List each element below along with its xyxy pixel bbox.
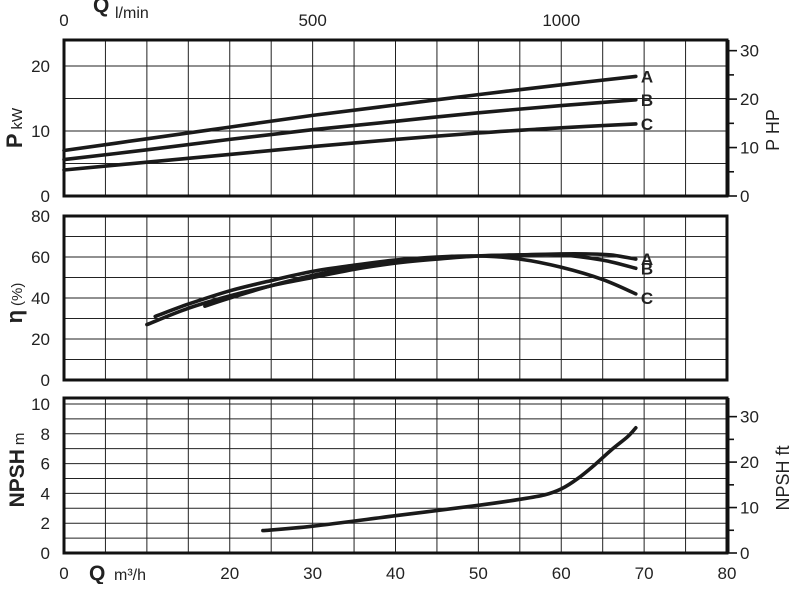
y-tick-label: 80: [31, 207, 50, 226]
y-tick-label: 10: [31, 122, 50, 141]
top-tick-label: 0: [59, 11, 68, 30]
curve-label: B: [641, 259, 653, 278]
curve-efficiency-b: [145, 252, 638, 327]
x-tick-label: 80: [718, 564, 737, 583]
y-tick-label: 40: [31, 289, 50, 308]
right-tick-label: 20: [740, 90, 759, 109]
y-axis-label: NPSH m: [6, 433, 29, 508]
y-axis-label-main: η: [2, 310, 27, 323]
y-tick-label: 0: [41, 187, 50, 206]
y-tick-label: 10: [31, 395, 50, 414]
curve-label: A: [641, 250, 653, 269]
y-tick-label: 0: [41, 544, 50, 563]
y-axis-label-unit: kW: [9, 107, 26, 130]
right-tick-label: 30: [740, 408, 759, 427]
x-axis-label: Q: [89, 562, 105, 584]
x-tick-label: 40: [386, 564, 405, 583]
x-tick-label: 0: [59, 564, 68, 583]
curve-label: A: [641, 67, 653, 86]
x-tick-label: 60: [552, 564, 571, 583]
top-axis-unit: l/min: [115, 5, 149, 22]
curve-label: C: [641, 115, 653, 134]
right-axis-label: NPSH ft: [773, 445, 793, 510]
x-axis-unit: m³/h: [114, 567, 146, 584]
right-axis-label: P HP: [763, 109, 783, 151]
curve-power-b: [62, 98, 638, 162]
curve-efficiency-c: [153, 254, 638, 319]
right-tick-label: 20: [740, 453, 759, 472]
top-tick-label: 1000: [542, 11, 580, 30]
curve-label: C: [641, 289, 653, 308]
y-axis-label-unit: (%): [9, 283, 26, 306]
y-tick-label: 60: [31, 248, 50, 267]
y-axis-label-unit: m: [11, 433, 28, 446]
bottom-axis: 0 20 30 40 50 60 70 80 Q m³/h: [59, 562, 737, 585]
curve-power-c: [62, 122, 638, 172]
top-tick-label: 500: [298, 11, 326, 30]
panel-frame: [62, 214, 729, 382]
panel-npsh: 0 2 4 6 8 10 0 10 20 30: [31, 395, 759, 563]
y-axis-label: η (%): [2, 283, 27, 324]
y-axis-label-main: NPSH: [6, 449, 29, 507]
y-tick-label: 8: [41, 425, 50, 444]
y-tick-label: 20: [31, 330, 50, 349]
top-axis: 0 500 1000 Q l/min: [59, 0, 580, 30]
right-tick-label: 0: [740, 187, 749, 206]
curve-power-a: [62, 74, 638, 153]
panel-power: 0 10 20 0 10 20 30 ABC: [31, 38, 759, 206]
y-axis-label-main: P: [2, 133, 27, 148]
y-tick-label: 6: [41, 455, 50, 474]
curve-npsh-npsh: [261, 426, 638, 533]
y-tick-label: 20: [31, 57, 50, 76]
x-tick-label: 70: [635, 564, 654, 583]
y-tick-label: 2: [41, 514, 50, 533]
y-axis-label: PkW: [2, 107, 27, 148]
right-tick-label: 10: [740, 499, 759, 518]
x-tick-label: 50: [469, 564, 488, 583]
x-tick-label: 20: [220, 564, 239, 583]
top-axis-label: Q: [93, 0, 109, 17]
right-tick-label: 30: [740, 42, 759, 61]
curve-label: B: [641, 91, 653, 110]
right-tick-label: 10: [740, 139, 759, 158]
y-tick-label: 4: [41, 484, 50, 503]
panel-efficiency: 0 20 40 60 80 ABC: [31, 207, 729, 390]
right-tick-label: 0: [740, 544, 749, 563]
y-tick-label: 0: [41, 371, 50, 390]
x-tick-label: 30: [303, 564, 322, 583]
